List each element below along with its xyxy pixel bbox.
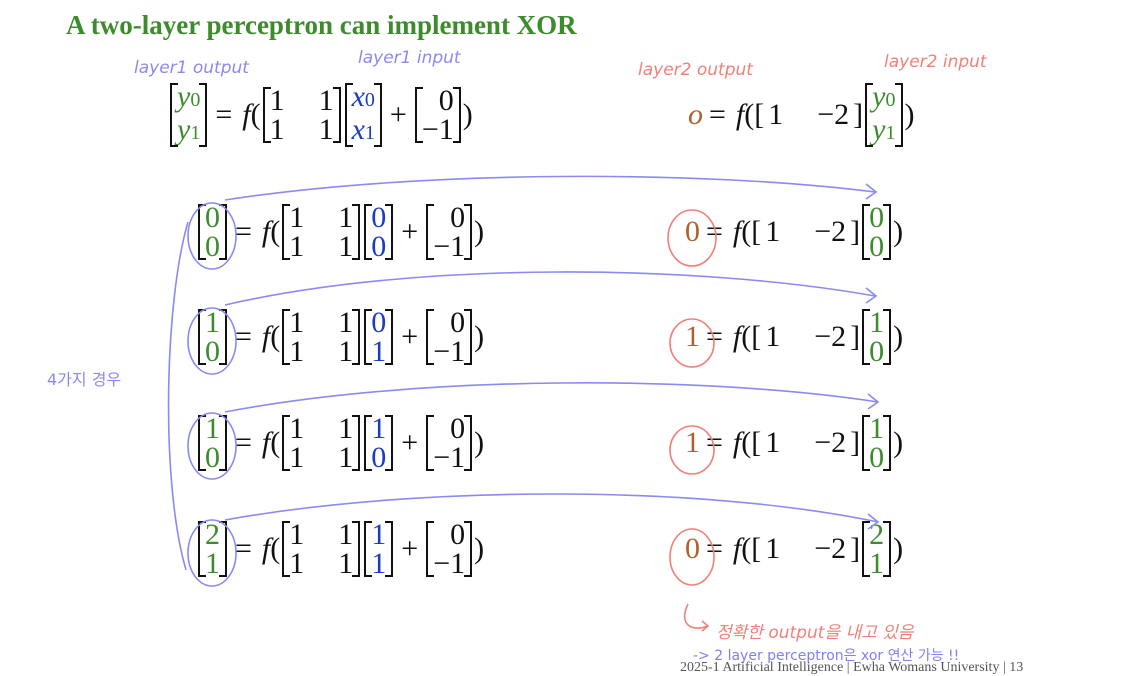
arrow-row4 (224, 493, 880, 530)
layer1-equation-row: 1 0 = f(1 1 1 1 0 1 +0 −1) (196, 308, 484, 367)
arrow-row2 (224, 271, 878, 306)
circle-row2-y (187, 307, 237, 375)
output-o: 1 (685, 426, 700, 459)
activation-f: f (732, 426, 742, 459)
circle-row3-y (187, 412, 237, 480)
bias-vector-layer1: 0 −1 (426, 308, 473, 367)
activation-f: f (261, 426, 271, 459)
activation-f: f (261, 320, 271, 353)
layer2-equation-row: 1 = f([1 −2] 1 0) (685, 412, 904, 474)
circle-row1-y (187, 202, 237, 270)
slide-footer: 2025-1 Artificial Intelligence | Ewha Wo… (680, 660, 1024, 675)
label-layer2-output: layer2 output (638, 60, 753, 80)
note-correct-output: 정확한 output을 내고 있음 (716, 623, 914, 643)
output-o: 1 (685, 320, 700, 353)
slide-title: A two-layer perceptron can implement XOR (66, 10, 577, 40)
weight-row-layer2: 1 −2 (768, 98, 850, 131)
circle-row4-y (187, 519, 237, 587)
layer1-equation-row: 2 1 = f(1 1 1 1 1 1 +0 −1) (196, 520, 484, 579)
label-layer1-input: layer1 input (358, 48, 461, 68)
activation-f: f (732, 215, 742, 248)
arrow-hook (683, 603, 710, 632)
bias-vector-layer1: 0 −1 (426, 520, 473, 579)
layer1-equation-row: 1 0 = f(1 1 1 1 1 0 +0 −1) (196, 414, 484, 473)
label-layer2-input: layer2 input (884, 52, 987, 72)
arrow-row1 (224, 175, 878, 201)
label-layer1-output: layer1 output (134, 58, 249, 78)
circle-row3-o (669, 425, 715, 475)
y-vector: y0 y1 (865, 82, 903, 148)
bias-vector-layer1: 0 −1 (426, 203, 473, 262)
x-vector: x0 x1 (344, 82, 383, 148)
y-vector: y0 y1 (170, 82, 208, 148)
note-conclusion: -> 2 layer perceptron은 xor 연산 가능 !! (693, 648, 960, 664)
output-o: 0 (685, 215, 700, 248)
activation-f: f (261, 215, 271, 248)
layer2-equation-row: 0 = f([1 −2] 0 0) (685, 201, 904, 263)
layer1-equation-row: 0 0 = f(1 1 1 1 0 0 +0 −1) (196, 203, 484, 262)
layer2-equation-row: 1 = f([1 −2] 1 0) (685, 306, 904, 368)
layer1-equation-general: y0 y1 = f(1 1 1 1 x0 x1 +0 −1) (168, 82, 473, 148)
circle-row2-o (669, 318, 715, 368)
bracket-cases (167, 221, 189, 571)
output-o: 0 (685, 532, 700, 565)
activation-f: f (735, 98, 745, 131)
arrow-row3 (224, 382, 880, 413)
activation-f: f (242, 98, 251, 131)
activation-f: f (732, 320, 742, 353)
bias-vector-layer1: 0 −1 (426, 414, 473, 473)
activation-f: f (261, 532, 271, 565)
circle-row4-o (669, 528, 715, 586)
layer2-equation-general: o = f([1 −2] y0 y1) (688, 80, 915, 148)
layer2-equation-row: 0 = f([1 −2] 2 1) (685, 518, 904, 580)
circle-row1-o (667, 209, 717, 267)
cases-label: 4가지 경우 (47, 370, 122, 389)
bias-vector-layer1: 0 −1 (414, 86, 461, 145)
activation-f: f (732, 532, 742, 565)
